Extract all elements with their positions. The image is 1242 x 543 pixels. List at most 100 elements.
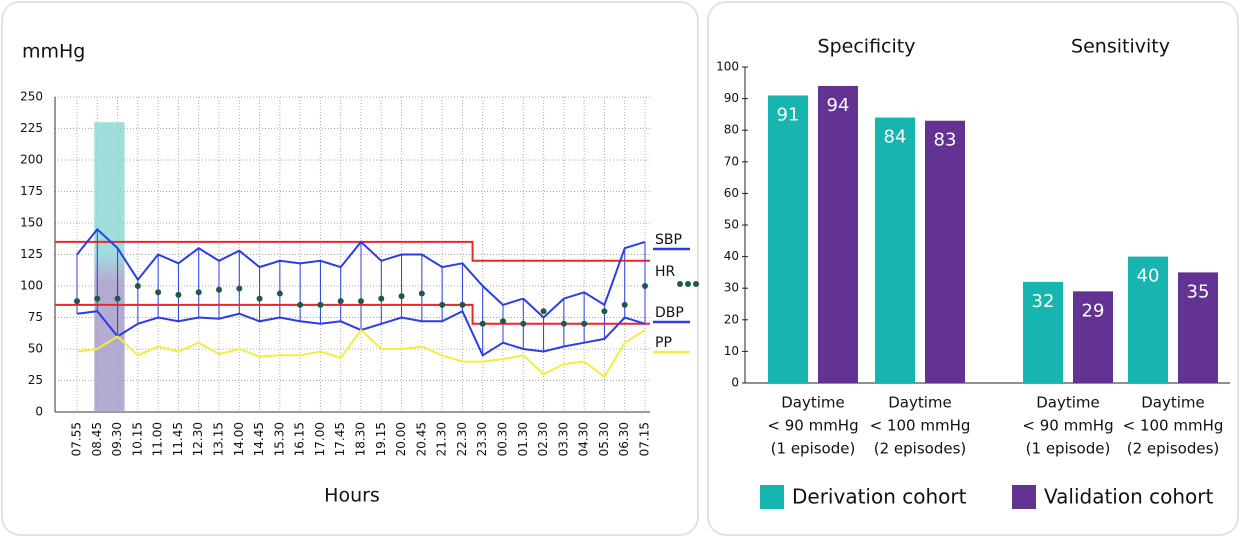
hr-dot [337,298,344,305]
hr-dot [216,286,222,293]
y-tick-label: 175 [20,184,43,198]
hr-dot [601,308,608,315]
bar [1128,256,1168,383]
x-tick-label: 04.30 [577,422,591,456]
legend-label: DBP [655,305,684,321]
y-tick-label: 25 [28,373,43,387]
hr-dot [479,320,486,327]
y-tick-label: 0 [731,376,739,390]
x-tick-label: 05.30 [597,422,611,456]
value-label: 29 [1082,300,1105,321]
value-label: 32 [1032,291,1055,312]
value-label: 35 [1187,281,1210,302]
legend-label: HR [655,264,676,280]
hr-dot [175,291,182,298]
value-label: 83 [934,130,957,151]
y-tick-label: 30 [724,281,739,295]
x-tick-label: Daytime [1141,394,1205,412]
legend-dot [677,281,683,287]
x-tick-label: 08.45 [90,422,104,456]
x-tick-label: 03.30 [556,422,570,456]
hr-dot [276,290,283,297]
y-tick-label: 50 [724,218,739,232]
value-label: 84 [884,127,907,148]
y-tick-label: 0 [35,405,43,419]
y-tick-label: 200 [20,153,43,167]
series-line [76,227,646,319]
x-tick-label: 17.45 [333,422,347,456]
reference-line [55,303,650,325]
hr-dot [195,289,202,296]
x-tick-label: 16.15 [293,422,307,456]
x-tick-label: 21.30 [435,422,449,456]
x-tick-label: (1 episode) [771,440,856,458]
x-tick-label: 01.30 [516,422,530,456]
hr-dot [94,295,101,302]
x-tick-label: 02.30 [536,422,550,456]
x-tick-label: 14.00 [232,422,246,456]
group-label: Sensitivity [1071,36,1170,58]
hr-dot [540,308,547,315]
hr-dot [520,320,527,327]
x-tick-label: Daytime [1036,394,1100,412]
y-tick-label: 225 [20,121,43,135]
value-label: 91 [777,104,800,125]
x-tick-label: 13.15 [212,422,226,456]
legend-dot [693,281,699,287]
x-tick-label: 10.15 [130,422,144,456]
bar [1073,291,1113,383]
y-tick-label: 100 [716,60,739,74]
x-tick-label: 11.00 [151,422,165,456]
x-axis-label: Hours [324,485,380,507]
bar [925,120,965,383]
hr-dot [621,301,628,308]
x-tick-label: 14.45 [252,422,266,456]
y-tick-label: 80 [724,123,739,137]
hr-dot [297,301,304,308]
hr-dot [439,301,446,308]
y-tick-label: 100 [20,279,43,293]
x-tick-label: 20.00 [394,422,408,456]
reference-line [55,240,650,262]
legend-label: Derivation cohort [792,485,967,509]
y-tick-label: 150 [20,216,43,230]
x-tick-label: 12.30 [191,422,205,456]
value-label: 40 [1137,266,1160,287]
hr-dot [358,298,364,305]
x-tick-label: < 90 mmHg [1022,417,1113,435]
y-axis-label: mmHg [22,41,85,63]
x-tick-label: 06.30 [617,422,631,456]
hr-dot [236,285,243,292]
x-tick-label: 15.30 [272,422,286,456]
highlight [94,122,125,412]
y-tick-label: 90 [724,91,739,105]
hr-dot [642,283,648,289]
hr-dot [317,301,324,308]
y-tick-label: 75 [28,310,43,324]
y-tick-label: 250 [20,90,43,104]
x-tick-label: 17.00 [313,422,327,456]
x-tick-label: < 90 mmHg [767,417,858,435]
series-line [76,328,646,379]
hr-dot [398,293,405,300]
legend-swatch [760,485,784,509]
hr-dot [256,295,263,302]
hr-dot [459,301,466,308]
legend-dot [685,281,691,287]
hr-dot [378,295,385,302]
y-tick-label: 125 [20,247,43,261]
x-tick-label: < 100 mmHg [870,417,971,435]
hr-dot [418,290,425,297]
legend-swatch [1012,485,1036,509]
hr-dot [560,320,567,327]
x-tick-label: (1 episode) [1026,440,1111,458]
x-tick-label: 11.45 [171,422,185,456]
x-tick-label: 18.30 [354,422,368,456]
x-tick-label: (2 episodes) [1127,440,1220,458]
hr-dot [581,320,588,327]
x-tick-label: 09.30 [110,422,124,456]
hr-dot [500,318,506,325]
y-tick-label: 20 [724,312,739,326]
bar [768,95,808,383]
x-tick-label: Daytime [781,394,845,412]
